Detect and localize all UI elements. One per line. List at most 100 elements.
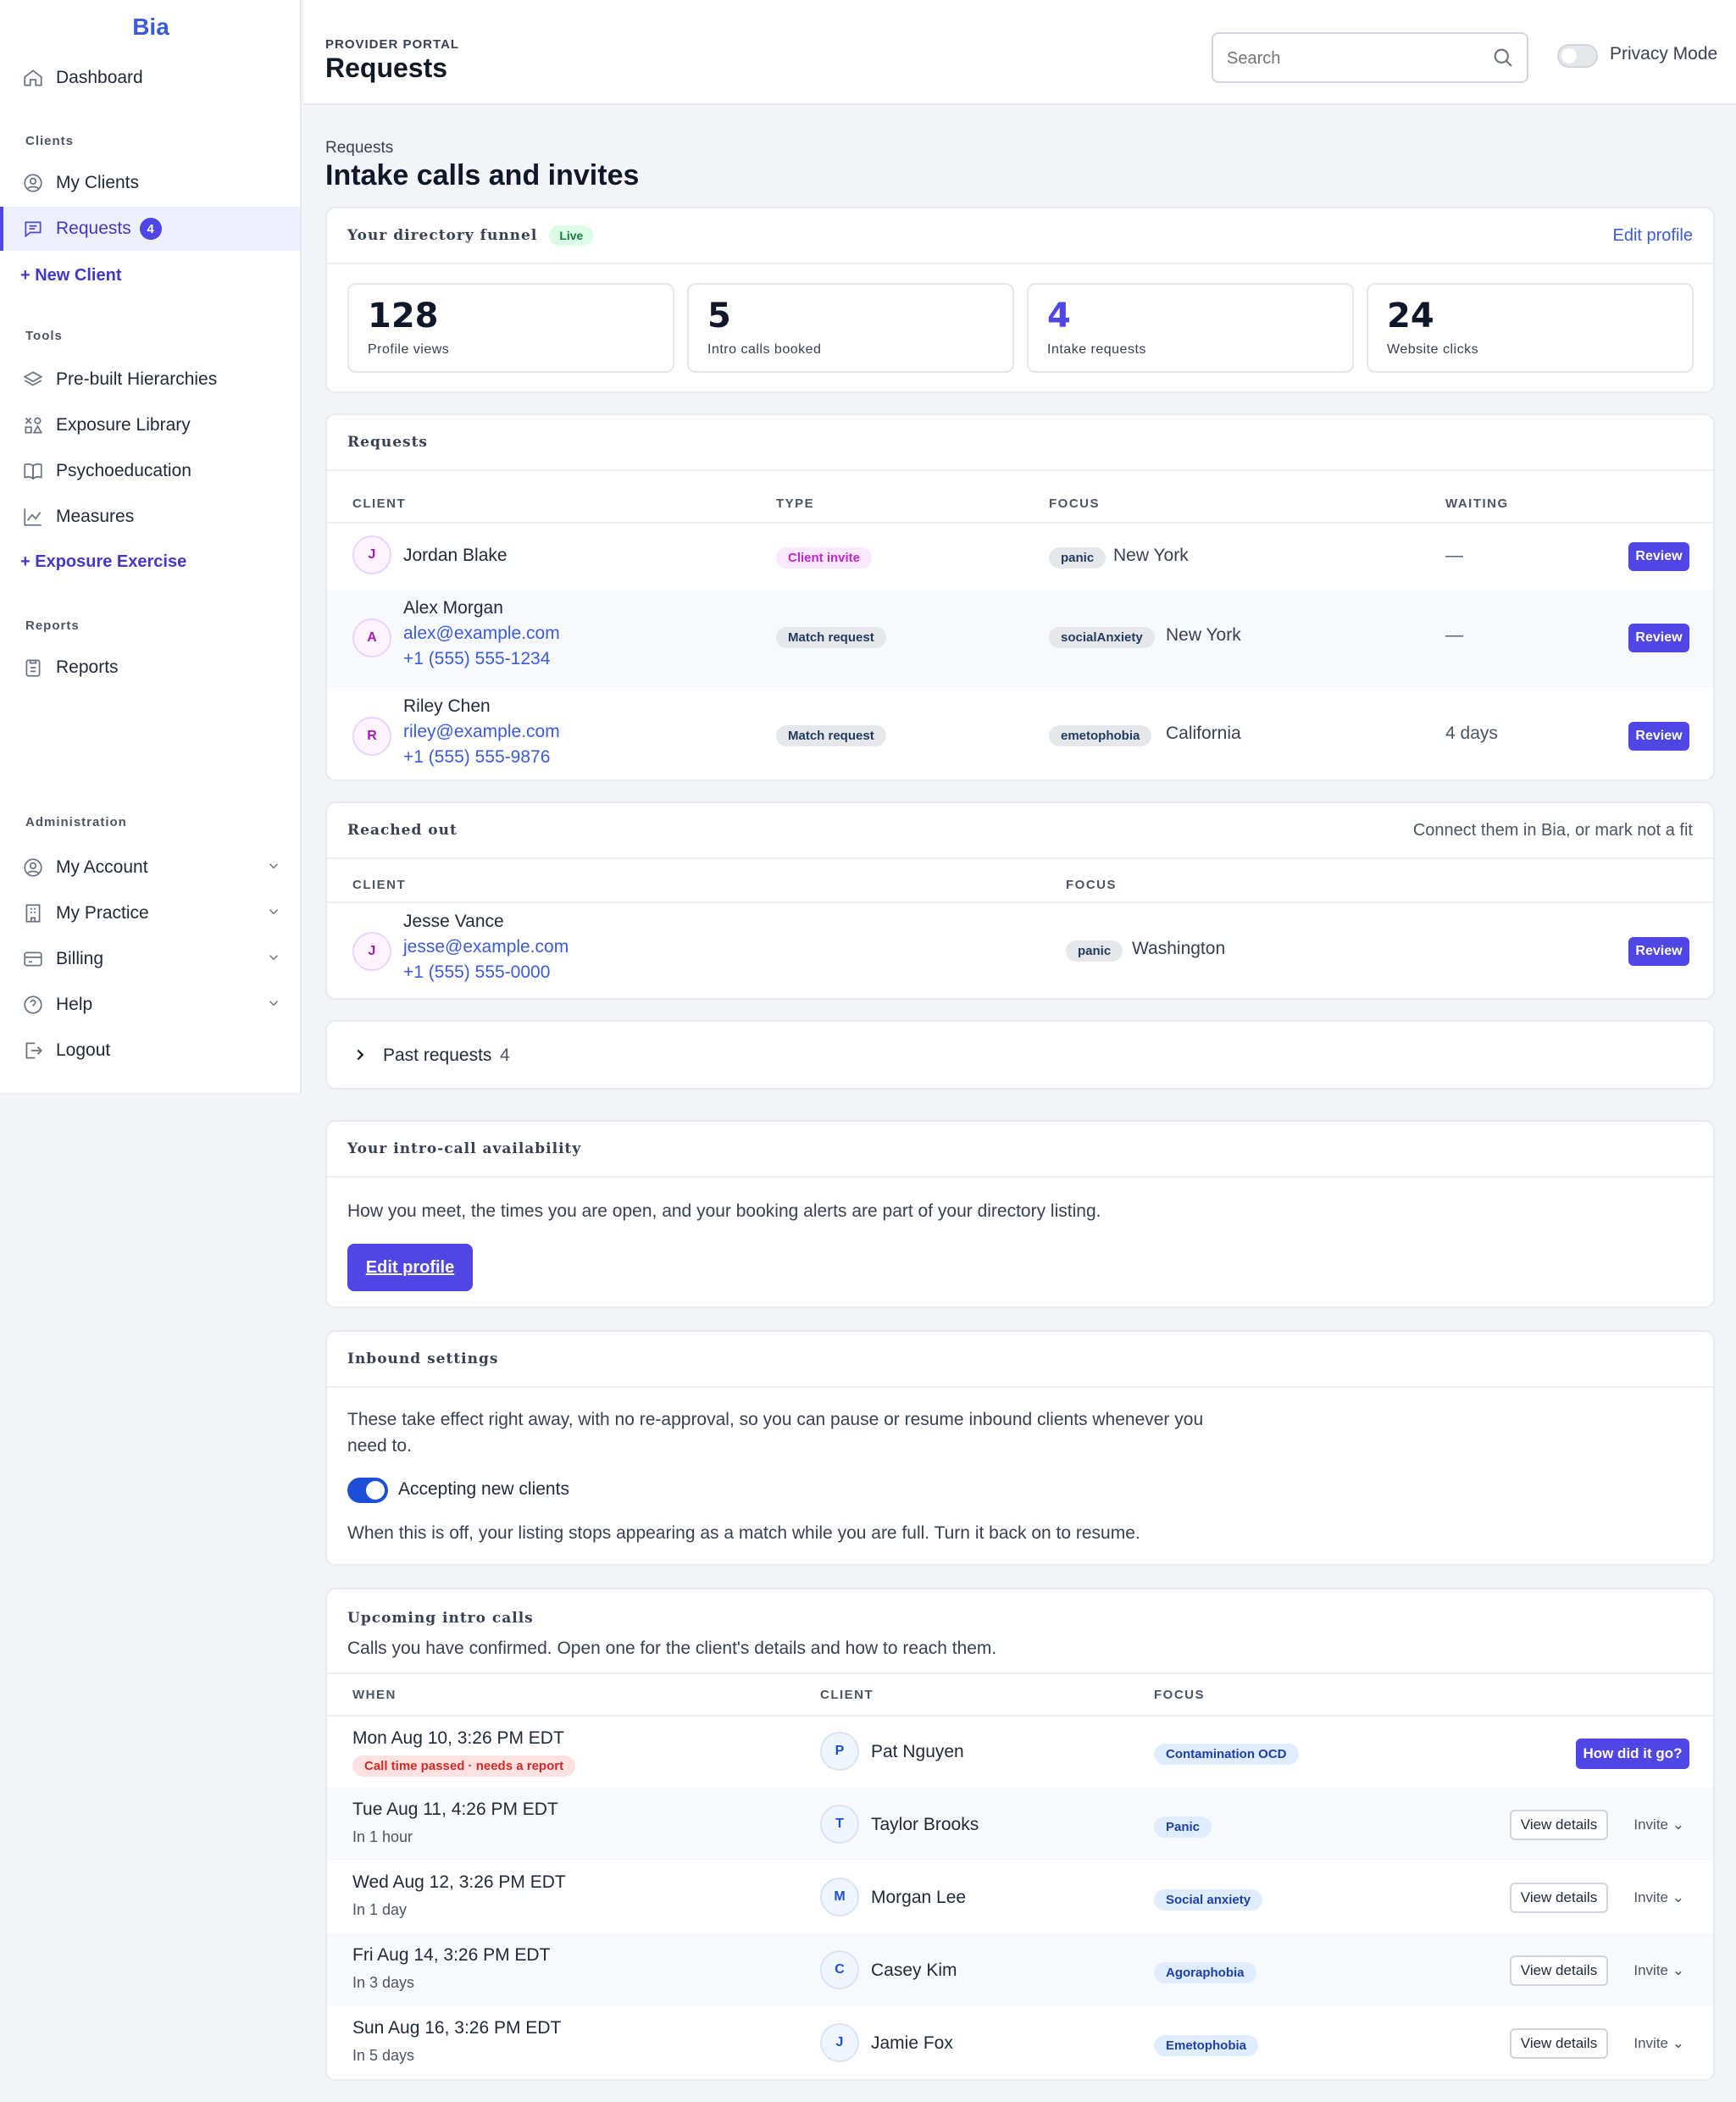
focus-pill: Social anxiety [1154,1889,1263,1911]
invite-dropdown[interactable]: Invite ⌄ [1633,2035,1684,2052]
sidebar-item-exposure-library[interactable]: Exposure Library [0,403,300,447]
new-client-link[interactable]: + New Client [20,266,122,285]
table-row[interactable]: Sun Aug 16, 3:26 PM EDT In 5 days J Jami… [327,2006,1713,2079]
chevron-down-icon: ⌄ [1672,1962,1684,1978]
chevron-down-icon [266,858,281,878]
sidebar-item-logout[interactable]: Logout [0,1029,300,1073]
stat-value: 5 [707,297,731,336]
book-icon [22,460,44,482]
edit-profile-link[interactable]: Edit profile [1612,225,1694,245]
invite-dropdown[interactable]: Invite ⌄ [1633,1816,1684,1833]
search-icon[interactable] [1491,46,1515,74]
client-email[interactable]: jesse@example.com [403,937,569,957]
exposure-exercise-link[interactable]: + Exposure Exercise [20,552,187,571]
edit-profile-button[interactable]: Edit profile [347,1244,473,1291]
requests-count-badge: 4 [139,218,162,240]
divider [327,901,1713,903]
client-phone[interactable]: +1 (555) 555-0000 [403,962,551,982]
avatar: J [352,932,391,971]
view-details-button[interactable]: View details [1510,2028,1608,2059]
client-email[interactable]: riley@example.com [403,722,560,741]
client-phone[interactable]: +1 (555) 555-1234 [403,649,551,668]
header-eyebrow: PROVIDER PORTAL [325,37,460,52]
live-badge: Live [549,225,594,246]
sidebar-item-prebuilt-hierarchies[interactable]: Pre-built Hierarchies [0,358,300,402]
sidebar-item-label: Billing [56,949,104,968]
invite-label: Invite [1633,1962,1669,1978]
review-button[interactable]: Review [1628,722,1689,751]
upcoming-title: Upcoming intro calls [347,1610,534,1627]
card-header: Your intro-call availability [327,1122,1713,1178]
table-row[interactable]: Wed Aug 12, 3:26 PM EDT In 1 day M Morga… [327,1861,1713,1933]
divider [327,1672,1713,1674]
column-header: TYPE [776,496,815,511]
sidebar-item-reports[interactable]: Reports [0,646,300,690]
column-header: FOCUS [1049,496,1100,511]
review-button[interactable]: Review [1628,937,1689,966]
sidebar-item-help[interactable]: Help [0,983,300,1027]
sidebar-item-label: Exposure Library [56,415,191,435]
review-button[interactable]: Review [1628,542,1689,571]
table-row[interactable]: J Jesse Vance jesse@example.com +1 (555)… [327,903,1713,1000]
sidebar-item-label: Reports [56,657,119,677]
past-requests-collapsible[interactable]: Past requests 4 [325,1020,1715,1090]
requests-card: Requests CLIENT TYPE FOCUS WAITING J Jor… [325,413,1715,781]
stat-intake-requests[interactable]: 4 Intake requests [1027,283,1354,373]
table-row[interactable]: Mon Aug 10, 3:26 PM EDT Call time passed… [327,1717,1713,1788]
focus-pill: Agoraphobia [1154,1962,1256,1983]
how-did-it-go-button[interactable]: How did it go? [1576,1739,1689,1769]
reached-out-title: Reached out [347,822,458,839]
table-row[interactable]: J Jordan Blake Client invite panic New Y… [327,524,1713,590]
sidebar-item-measures[interactable]: Measures [0,495,300,539]
upcoming-subtitle: Calls you have confirmed. Open one for t… [347,1639,997,1658]
invite-label: Invite [1633,1816,1669,1833]
page-title: Requests [325,53,448,83]
client-name: Casey Kim [871,1961,957,1980]
client-name: Taylor Brooks [871,1815,979,1834]
client-phone[interactable]: +1 (555) 555-9876 [403,747,551,767]
call-relative-time: In 1 day [352,1901,408,1918]
avatar: R [352,717,391,756]
directory-funnel-card: Your directory funnel Live Edit profile … [325,207,1715,393]
stat-value: 24 [1387,297,1434,336]
stat-profile-views: 128 Profile views [347,283,674,373]
privacy-mode-toggle[interactable] [1557,44,1598,68]
sidebar-item-label: Help [56,995,93,1014]
invite-dropdown[interactable]: Invite ⌄ [1633,1962,1684,1979]
chevron-down-icon: ⌄ [1672,1816,1684,1833]
view-details-button[interactable]: View details [1510,1883,1608,1913]
table-row[interactable]: A Alex Morgan alex@example.com +1 (555) … [327,590,1713,688]
sidebar-item-label: Dashboard [56,68,143,87]
table-row[interactable]: Tue Aug 11, 4:26 PM EDT In 1 hour T Tayl… [327,1788,1713,1861]
view-details-button[interactable]: View details [1510,1810,1608,1840]
table-row[interactable]: Fri Aug 14, 3:26 PM EDT In 3 days C Case… [327,1933,1713,2006]
stat-value: 4 [1047,297,1071,336]
inbound-help-text: When this is off, your listing stops app… [347,1523,1140,1543]
call-when: Tue Aug 11, 4:26 PM EDT [352,1800,558,1819]
sidebar-item-label: My Account [56,857,148,877]
sidebar-item-psychoeducation[interactable]: Psychoeducation [0,449,300,493]
call-relative-time: In 1 hour [352,1828,413,1845]
sidebar-item-my-account[interactable]: My Account [0,846,300,890]
sidebar-item-label: Psychoeducation [56,461,191,480]
user-circle-icon [22,857,44,879]
sidebar-item-my-clients[interactable]: My Clients [0,161,300,205]
search-input[interactable] [1227,46,1481,71]
table-row[interactable]: R Riley Chen riley@example.com +1 (555) … [327,688,1713,781]
avatar: T [820,1805,859,1844]
invite-dropdown[interactable]: Invite ⌄ [1633,1889,1684,1906]
sidebar-item-requests[interactable]: Requests 4 [0,207,300,251]
type-pill: Match request [776,725,886,746]
sidebar-item-my-practice[interactable]: My Practice [0,891,300,935]
home-icon [22,67,44,89]
sidebar-item-billing[interactable]: Billing [0,937,300,981]
view-details-button[interactable]: View details [1510,1955,1608,1986]
stat-label: Profile views [368,342,450,357]
sidebar-item-dashboard[interactable]: Dashboard [0,56,300,100]
waiting-time: 4 days [1445,724,1498,743]
call-status-badge: Call time passed · needs a report [352,1755,576,1777]
brand-logo[interactable]: Bia [132,14,169,40]
accepting-clients-toggle[interactable] [347,1478,388,1503]
client-email[interactable]: alex@example.com [403,624,560,643]
review-button[interactable]: Review [1628,624,1689,652]
